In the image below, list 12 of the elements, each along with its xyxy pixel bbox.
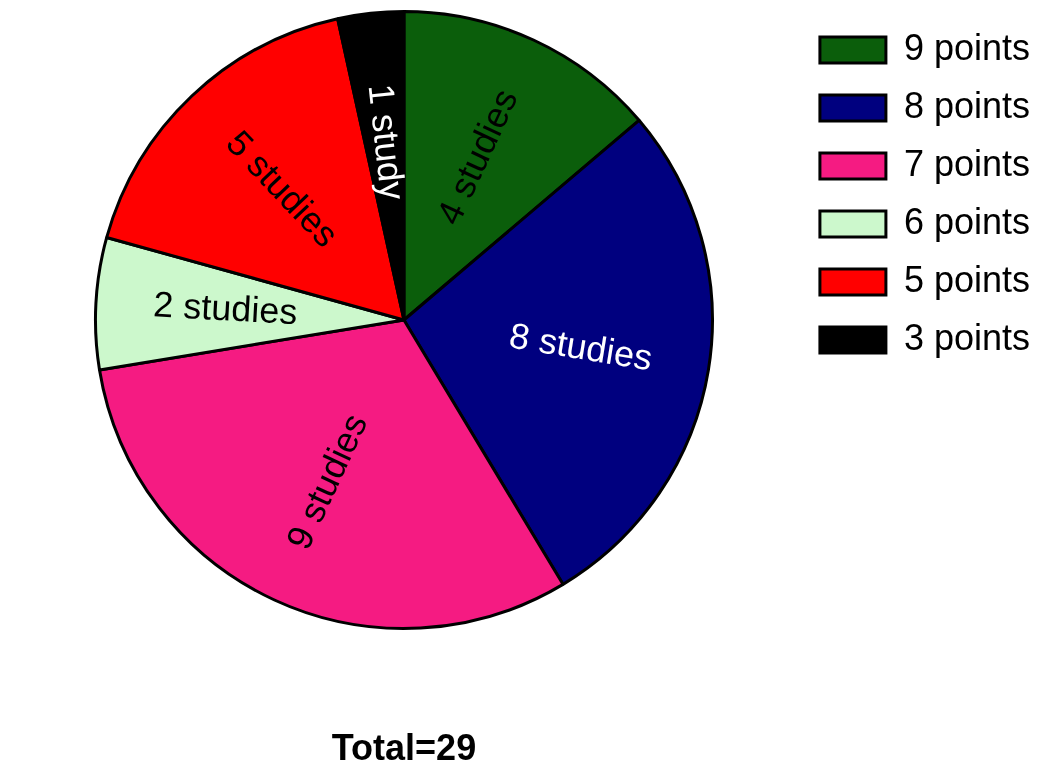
data-label: 9 studies bbox=[277, 407, 376, 556]
data-label: 4 studies bbox=[427, 82, 526, 231]
legend-label: 5 points bbox=[903, 258, 1031, 300]
data-label: 8 studies bbox=[506, 314, 656, 379]
legend-label: 8 points bbox=[903, 84, 1031, 126]
data-label: 2 studies bbox=[152, 283, 299, 333]
text: Total=29 bbox=[331, 726, 477, 768]
legend-label: 9 points bbox=[903, 26, 1031, 68]
legend-label: 7 points bbox=[903, 142, 1031, 184]
legend-label: 6 points bbox=[903, 200, 1031, 242]
data-label: 1 study bbox=[360, 81, 414, 202]
legend-label: 3 points bbox=[903, 316, 1031, 358]
